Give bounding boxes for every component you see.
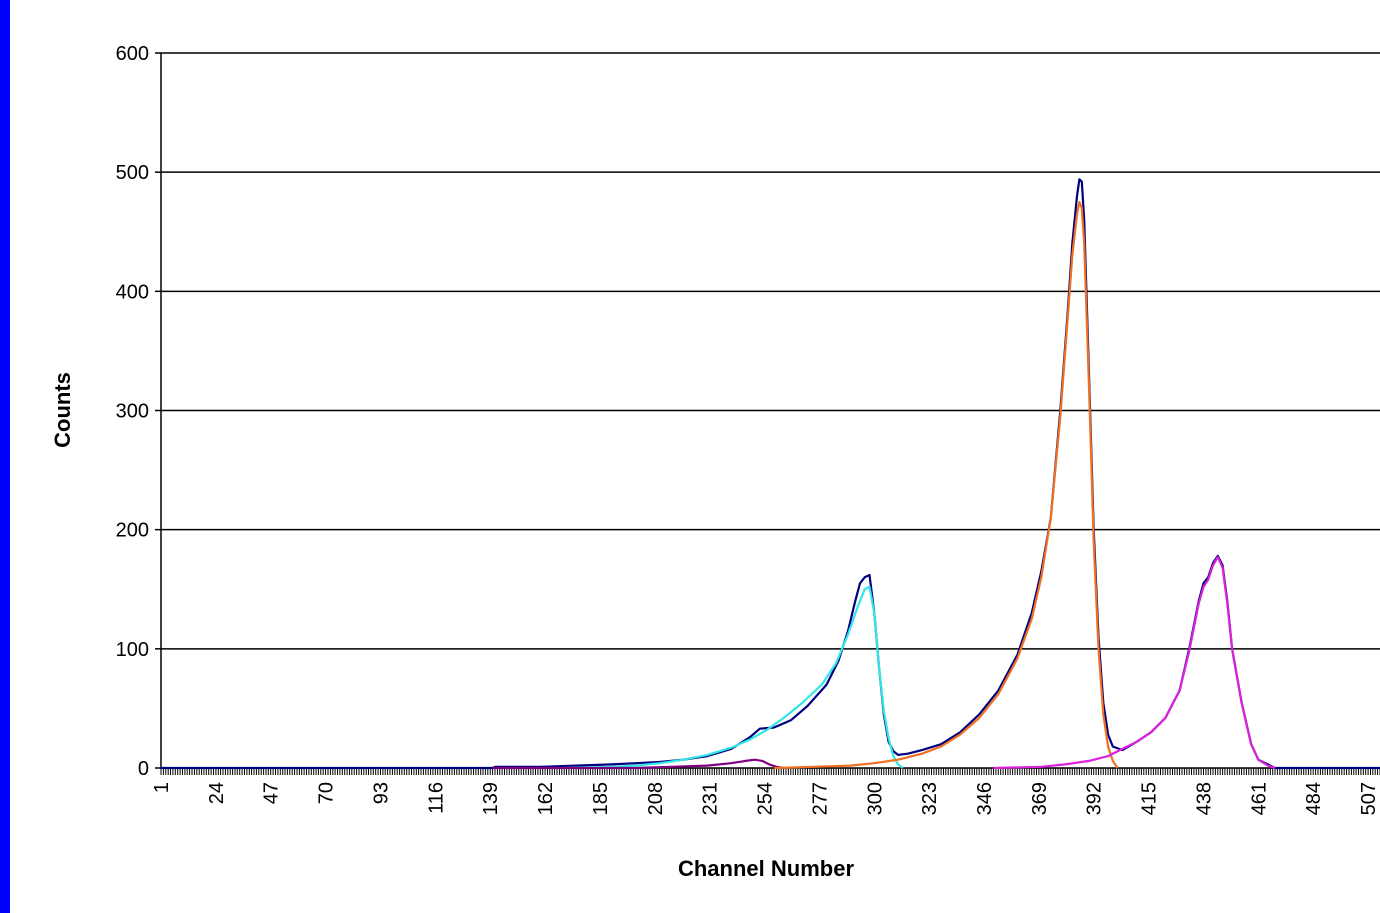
series-line-1 xyxy=(161,178,1380,770)
x-tick-label: 70 xyxy=(316,782,338,804)
y-tick-labels: 0 100 200 300 400 500 600 xyxy=(116,43,149,780)
series-line-3 xyxy=(492,758,784,770)
y-tick-label: 200 xyxy=(116,520,149,542)
y-tick-label: 100 xyxy=(116,639,149,661)
x-tick-label: 47 xyxy=(261,782,283,804)
x-tick-label: 231 xyxy=(700,782,722,815)
y-tick-label: 600 xyxy=(116,43,149,65)
gridlines xyxy=(161,52,1380,650)
x-tick-label: 438 xyxy=(1193,782,1215,815)
x-tick-label: 369 xyxy=(1029,782,1051,815)
x-tick-label: 208 xyxy=(645,782,667,815)
x-tick-label: 277 xyxy=(809,782,831,815)
x-tick-label: 162 xyxy=(535,782,557,815)
y-tick-label: 400 xyxy=(116,281,149,303)
x-tick-label: 24 xyxy=(206,782,228,804)
x-tick-label: 461 xyxy=(1248,782,1270,815)
series-line-5 xyxy=(993,555,1276,770)
x-tick-label: 1 xyxy=(151,782,173,793)
series-line-2 xyxy=(564,585,904,770)
x-tick-label: 93 xyxy=(370,782,392,804)
x-tick-marks xyxy=(160,768,1380,775)
x-tick-label: 484 xyxy=(1303,782,1325,815)
chart-canvas: 0 100 200 300 400 500 600 1 24 47 70 93 116 139 162 18… xyxy=(10,0,1380,913)
x-tick-label: 254 xyxy=(755,782,777,815)
x-tick-label: 415 xyxy=(1139,782,1161,815)
x-tick-label: 392 xyxy=(1084,782,1106,815)
axes xyxy=(155,52,1380,775)
x-tick-labels: 1 24 47 70 93 116 139 162 185 208 231 254 277 300 323 3… xyxy=(151,782,1380,815)
x-tick-label: 323 xyxy=(919,782,941,815)
y-axis-title: Counts xyxy=(50,372,75,448)
x-tick-label: 346 xyxy=(974,782,996,815)
x-axis-title: Channel Number xyxy=(678,856,854,881)
spectrum-chart: 0 100 200 300 400 500 600 1 24 47 70 93 116 139 162 18… xyxy=(50,43,1380,881)
x-tick-label: 116 xyxy=(425,782,447,814)
series-group xyxy=(161,178,1380,770)
y-tick-label: 500 xyxy=(116,162,149,184)
x-tick-label: 139 xyxy=(480,782,502,815)
y-tick-label: 300 xyxy=(116,401,149,423)
y-tick-label: 0 xyxy=(138,758,149,780)
x-tick-label: 300 xyxy=(864,782,886,815)
x-tick-label: 507 xyxy=(1358,782,1380,815)
x-tick-label: 185 xyxy=(590,782,612,815)
series-line-4 xyxy=(774,200,1119,770)
